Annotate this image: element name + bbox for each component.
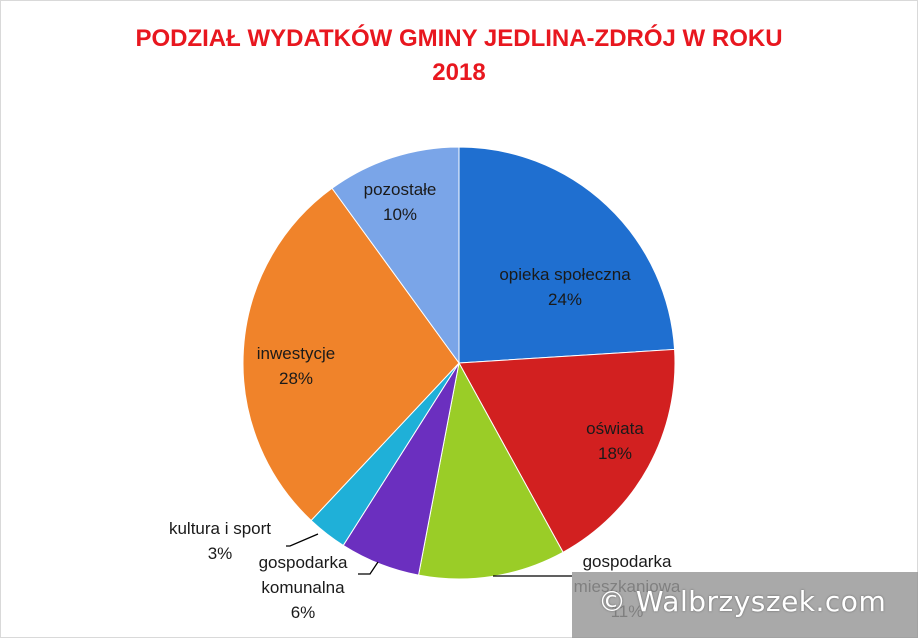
pie-slice-7 xyxy=(331,146,460,365)
slice-category-label: kultura i sport xyxy=(169,519,271,538)
pie-slice-1 xyxy=(458,146,676,364)
slice-category-label: gospodarka xyxy=(583,552,672,571)
pie-slice-6 xyxy=(242,187,460,522)
slice-category-label: opieka społeczna xyxy=(499,265,631,284)
slice-label-4: gospodarka komunalna 6% xyxy=(259,553,348,622)
watermark-banner xyxy=(572,572,918,638)
slice-value-label: 10% xyxy=(383,205,417,224)
pie-slice-2 xyxy=(458,348,676,553)
slice-category-label: gospodarka xyxy=(259,553,348,572)
watermark-text: © Walbrzyszek.com xyxy=(598,585,887,618)
slice-category-label: pozostałe xyxy=(364,180,437,199)
slice-value-label: 6% xyxy=(291,603,316,622)
leader-line-5 xyxy=(286,533,319,547)
slice-label-5: kultura i sport 3% xyxy=(169,519,271,563)
slice-label-7: pozostałe 10% xyxy=(364,180,437,224)
slice-value-label: 28% xyxy=(279,369,313,388)
leader-line-4 xyxy=(358,561,379,575)
slice-category-label: oświata xyxy=(586,419,644,438)
slice-category-label: inwestycje xyxy=(257,344,335,363)
slice-value-label: 24% xyxy=(548,290,582,309)
slice-value-label: 3% xyxy=(208,544,233,563)
slice-label-6: inwestycje 28% xyxy=(257,344,335,388)
chart-title: PODZIAŁ WYDATKÓW GMINY JEDLINA-ZDRÓJ W R… xyxy=(0,22,918,90)
slice-label-2: oświata 18% xyxy=(586,419,644,463)
pie-slice-3 xyxy=(417,361,564,580)
slice-value-label: 18% xyxy=(598,444,632,463)
slice-label-1: opieka społeczna 24% xyxy=(499,265,631,309)
chart-title-line-1: PODZIAŁ WYDATKÓW GMINY JEDLINA-ZDRÓJ W R… xyxy=(135,25,783,52)
chart-title-line-2: 2018 xyxy=(432,59,486,86)
slice-category-label: komunalna xyxy=(261,578,345,597)
